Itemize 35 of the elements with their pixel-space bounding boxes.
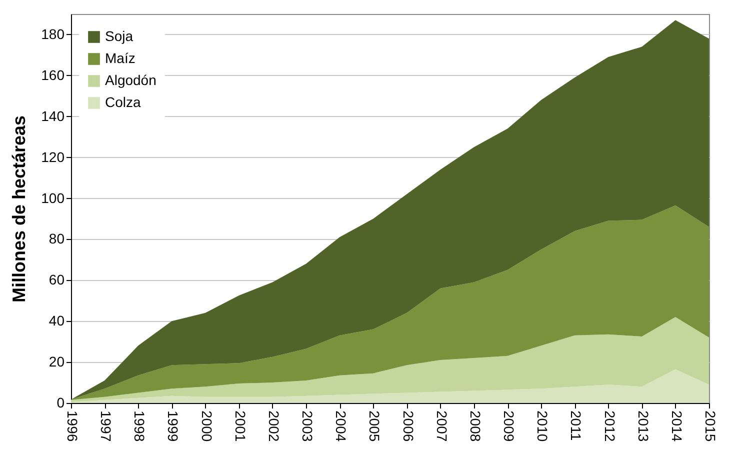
- x-tick-label: 1996: [64, 410, 80, 442]
- x-tick-label: 2014: [668, 410, 685, 442]
- x-tick-label: 2015: [702, 410, 718, 442]
- x-tick-label: 1998: [132, 410, 148, 442]
- y-axis-title: Millones de hectáreas: [9, 115, 30, 303]
- x-tick-label: 2009: [501, 410, 518, 442]
- x-tick-label: 2004: [333, 410, 350, 442]
- y-tick-label: 140: [41, 108, 65, 124]
- x-tick-label: 2003: [300, 410, 316, 442]
- y-tick-label: 120: [41, 148, 65, 165]
- y-tick-label: 180: [41, 26, 65, 42]
- legend-label: Algodón: [105, 72, 156, 88]
- x-tick-label: 2008: [467, 410, 484, 442]
- legend-label: Maíz: [105, 50, 136, 66]
- y-tick-label: 160: [41, 66, 65, 83]
- x-tick-label: 1999: [165, 410, 182, 442]
- x-tick-label: 2011: [568, 410, 584, 441]
- x-tick-label: 2006: [400, 410, 416, 442]
- y-tick-label: 80: [48, 230, 65, 247]
- x-tick-label: 1997: [98, 410, 114, 442]
- y-tick-label: 20: [48, 354, 65, 370]
- x-tick-label: 2010: [534, 410, 551, 442]
- x-tick-label: 2007: [434, 410, 450, 442]
- x-tick-label: 2005: [366, 410, 383, 442]
- legend-label: Soja: [105, 28, 134, 44]
- x-tick-label: 2012: [602, 410, 618, 442]
- x-tick-label: 2001: [232, 410, 248, 442]
- legend-label: Colza: [105, 94, 142, 110]
- y-tick-label: 0: [56, 394, 65, 410]
- y-tick-label: 100: [41, 190, 65, 206]
- x-tick-label: 2000: [198, 410, 215, 442]
- x-tick-label: 2013: [635, 410, 652, 442]
- x-tick-label: 2002: [266, 410, 282, 442]
- y-tick-label: 60: [48, 272, 65, 288]
- y-tick-label: 40: [48, 312, 65, 329]
